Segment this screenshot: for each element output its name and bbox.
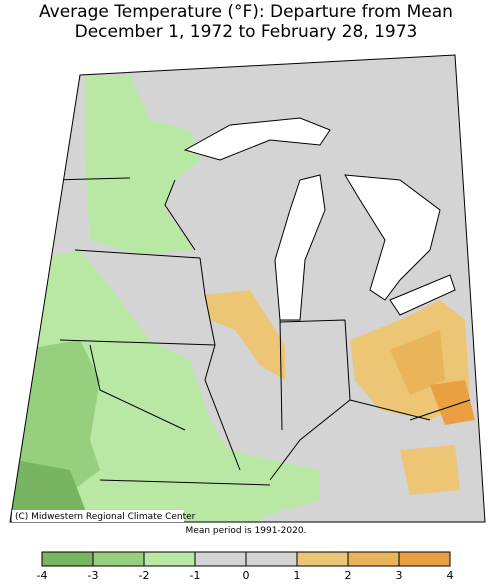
legend-tick-label: -1 [190, 569, 201, 582]
legend-swatch [195, 552, 246, 566]
legend-frame [41, 551, 451, 567]
legend-swatch [399, 552, 450, 566]
legend-tick-label: -3 [88, 569, 99, 582]
legend-swatch [246, 552, 297, 566]
orange-area [205, 290, 285, 380]
legend-swatch [348, 552, 399, 566]
lake-michigan [274, 174, 326, 321]
green-area [10, 460, 90, 522]
legend-swatch [144, 552, 195, 566]
orange-area [400, 445, 460, 495]
lake-erie [389, 274, 456, 316]
legend-tick-label: 2 [345, 569, 352, 582]
title-line-1: Average Temperature (°F): Departure from… [39, 2, 453, 22]
legend-tick-label: 0 [243, 569, 250, 582]
legend-swatch [297, 552, 348, 566]
legend-tick-label: 1 [294, 569, 301, 582]
credit-box [12, 510, 184, 522]
legend-swatch [93, 552, 144, 566]
legend-tick-label: -4 [37, 569, 48, 582]
map: (C) Midwestern Regional Climate Center [9, 54, 486, 523]
legend-tick-label: 3 [396, 569, 403, 582]
orange-area [390, 330, 445, 395]
map-frame [9, 54, 486, 523]
legend-tick-label: 4 [447, 569, 454, 582]
credit: (C) Midwestern Regional Climate Center [15, 512, 196, 522]
green-area [200, 440, 320, 520]
lake-huron [344, 174, 441, 301]
green-area [85, 75, 200, 255]
orange-area [430, 380, 475, 425]
state-lines [49, 177, 471, 486]
title-line-2: December 1, 1972 to February 28, 1973 [75, 22, 418, 42]
note: Mean period is 1991-2020. [186, 526, 307, 536]
legend: -4 -3 -2 -1 0 1 2 3 4 [37, 551, 454, 582]
lake-superior [183, 117, 331, 161]
legend-swatch [42, 552, 93, 566]
legend-tick-label: -2 [139, 569, 150, 582]
